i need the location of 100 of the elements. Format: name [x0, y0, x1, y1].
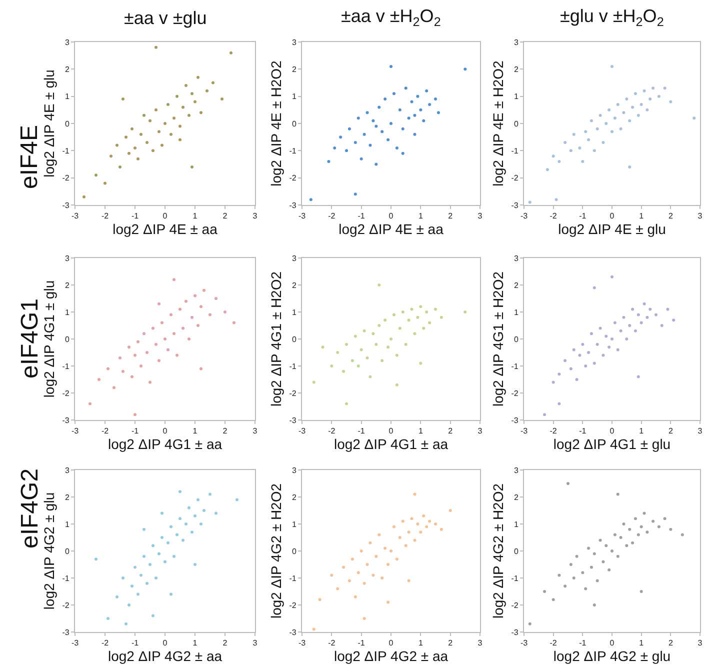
point — [410, 308, 414, 311]
x-tick-label: -3 — [71, 638, 80, 648]
point — [152, 544, 154, 548]
x-tick-label: 2 — [222, 426, 228, 436]
point — [142, 114, 146, 117]
point — [134, 413, 136, 416]
point — [170, 592, 172, 596]
y-tick-label: -1 — [62, 362, 70, 371]
point — [368, 541, 372, 544]
point — [407, 116, 410, 120]
x-tick-label: -3 — [298, 638, 306, 648]
point — [182, 538, 184, 542]
y-tick-label: -3 — [511, 416, 519, 425]
point — [572, 132, 576, 136]
point — [587, 351, 590, 354]
y-tick-label: 2 — [64, 492, 70, 502]
point — [558, 372, 561, 376]
x-tick-label: -1 — [358, 212, 366, 221]
x-tick-label: -1 — [131, 426, 140, 436]
point — [152, 149, 154, 152]
point — [652, 520, 655, 523]
point — [392, 313, 396, 316]
point — [122, 576, 124, 580]
y-tick-label: -3 — [62, 628, 70, 637]
point — [200, 522, 202, 526]
point — [407, 318, 410, 322]
point — [130, 375, 134, 378]
y-tick-label: 0 — [292, 546, 297, 556]
point — [634, 517, 637, 520]
y-axis-title: log2 ΔIP 4G1 ± H2O2 — [268, 271, 284, 407]
point — [413, 332, 416, 336]
point — [356, 571, 360, 574]
point — [330, 364, 334, 368]
x-tick-label: -1 — [579, 638, 587, 648]
point — [342, 370, 346, 373]
point — [206, 89, 208, 92]
x-axis-title: log2 ΔIP 4E ± aa — [338, 220, 444, 237]
point — [130, 584, 134, 588]
point — [309, 198, 312, 202]
point — [604, 544, 608, 548]
point — [386, 138, 390, 142]
point — [378, 324, 381, 327]
point — [395, 558, 398, 561]
point — [194, 100, 196, 104]
y-tick-label: 1 — [292, 92, 297, 102]
y-tick-label: -2 — [62, 388, 70, 398]
point — [598, 538, 602, 542]
y-axis-title: log2 ΔIP 4G2 ± H2O2 — [490, 483, 506, 619]
point — [395, 383, 398, 386]
x-tick-label: -3 — [520, 426, 528, 436]
x-tick-label: -3 — [298, 426, 306, 436]
y-tick-label: -1 — [289, 362, 297, 371]
point — [188, 506, 190, 510]
y-tick-label: 1 — [64, 308, 70, 317]
y-tick-label: -1 — [62, 146, 70, 156]
y-tick-label: 1 — [64, 92, 70, 102]
point — [569, 367, 572, 370]
point — [543, 413, 546, 416]
x-tick-label: 0 — [388, 638, 394, 648]
point — [657, 525, 660, 528]
point — [368, 375, 372, 378]
point — [602, 354, 605, 357]
point — [578, 354, 582, 357]
x-tick-label: -1 — [579, 426, 587, 436]
point — [384, 98, 387, 101]
y-tick-label: -1 — [62, 574, 70, 583]
x-tick-label: -2 — [328, 638, 336, 648]
point — [616, 102, 620, 106]
point — [628, 528, 632, 531]
point — [416, 94, 420, 98]
point — [642, 89, 646, 92]
y-tick-label: 0 — [514, 119, 519, 128]
point — [622, 111, 626, 114]
point — [184, 84, 188, 87]
x-tick-label: -3 — [520, 212, 528, 221]
x-tick-label: 2 — [222, 638, 228, 648]
point — [464, 68, 467, 71]
point — [642, 302, 646, 306]
y-tick-label: -3 — [289, 200, 297, 210]
y-tick-label: 1 — [292, 520, 297, 529]
point — [572, 576, 576, 580]
point — [116, 144, 118, 147]
point — [354, 595, 357, 598]
x-tick-label: 3 — [698, 426, 703, 436]
point — [348, 127, 351, 130]
point — [448, 509, 452, 512]
point — [194, 563, 196, 566]
x-axis-title: log2 ΔIP 4G2 ± aa — [108, 648, 222, 664]
point — [378, 284, 381, 286]
point — [164, 560, 166, 564]
point — [154, 108, 158, 112]
x-tick-label: -1 — [579, 212, 587, 221]
point — [608, 346, 611, 349]
y-tick-label: 0 — [64, 119, 70, 128]
point — [172, 332, 176, 336]
point — [610, 550, 614, 552]
point — [360, 550, 363, 552]
point — [558, 402, 561, 406]
point — [164, 338, 166, 340]
point — [142, 528, 146, 531]
